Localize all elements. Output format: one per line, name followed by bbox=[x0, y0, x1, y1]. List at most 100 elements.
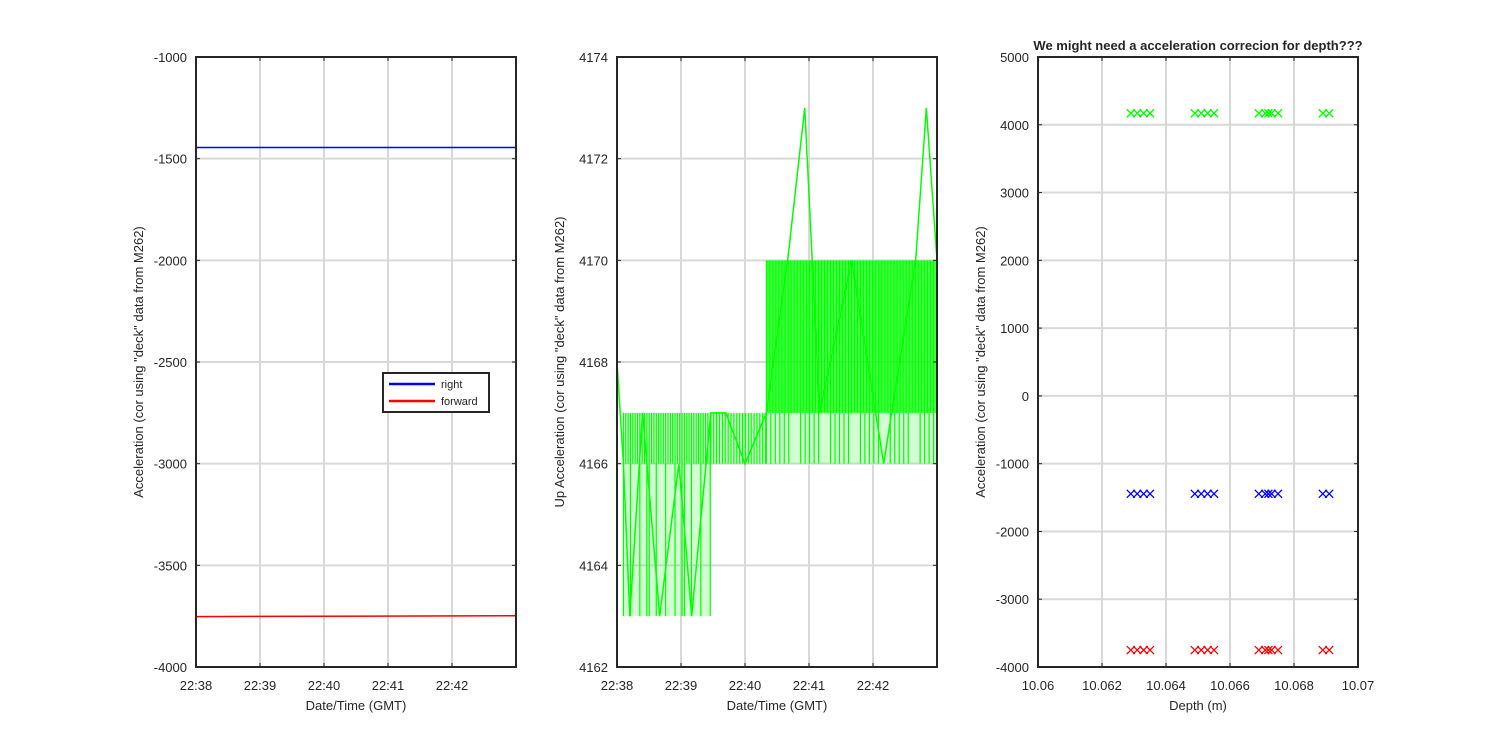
y-tick-label: 1000 bbox=[1000, 321, 1029, 336]
x-tick-label: 10.068 bbox=[1274, 678, 1314, 693]
left-subplot: 22:38 22:39 22:40 22:41 22:42 -1000 -1500 -2000… bbox=[131, 50, 517, 713]
scatter-point bbox=[1263, 108, 1273, 118]
y-axis-label: Acceleration (cor using "deck" data from… bbox=[131, 226, 146, 498]
series-line-forward bbox=[195, 615, 517, 618]
scatter-point bbox=[1324, 108, 1334, 118]
x-tick-label: 10.064 bbox=[1146, 678, 1186, 693]
x-tick-label: 10.066 bbox=[1210, 678, 1250, 693]
x-axis-label: Date/Time (GMT) bbox=[306, 698, 407, 713]
scatter-point bbox=[1267, 489, 1277, 499]
scatter-point bbox=[1209, 108, 1219, 118]
scatter-point bbox=[1324, 645, 1334, 655]
x-tick-label: 22:42 bbox=[436, 678, 469, 693]
scatter-point bbox=[1190, 645, 1200, 655]
up-acceleration-line bbox=[616, 107, 938, 617]
y-tick-label: -1000 bbox=[996, 457, 1029, 472]
scatter-point bbox=[1139, 108, 1149, 118]
legend-label: forward bbox=[441, 396, 478, 408]
scatter-point bbox=[1145, 108, 1155, 118]
right-subplot: 10.06 10.062 10.064 10.066 10.068 10.07 5000 40… bbox=[973, 38, 1374, 713]
legend-box bbox=[382, 372, 490, 413]
scatter-point bbox=[1190, 108, 1200, 118]
y-tick-label: -4000 bbox=[996, 660, 1029, 675]
scatter-point bbox=[1273, 108, 1283, 118]
scatter-point bbox=[1126, 645, 1136, 655]
scatter-point bbox=[1254, 645, 1264, 655]
x-tick-label: 22:41 bbox=[372, 678, 405, 693]
scatter-point bbox=[1318, 489, 1328, 499]
x-tick-label: 22:39 bbox=[665, 678, 698, 693]
y-tick-label: -2000 bbox=[996, 524, 1029, 539]
y-tick-label: 5000 bbox=[1000, 50, 1029, 65]
scatter-point bbox=[1126, 489, 1136, 499]
y-tick-label: -1000 bbox=[154, 50, 187, 65]
y-tick-label: 4170 bbox=[579, 253, 608, 268]
scatter-point bbox=[1318, 645, 1328, 655]
axes-box bbox=[1037, 56, 1359, 668]
scatter-point bbox=[1273, 645, 1283, 655]
scatter-point bbox=[1260, 645, 1270, 655]
y-tick-label: -2000 bbox=[154, 253, 187, 268]
x-tick-label: 22:40 bbox=[729, 678, 762, 693]
scatter-point bbox=[1324, 489, 1334, 499]
scatter-point bbox=[1263, 645, 1273, 655]
y-tick-label: -3000 bbox=[996, 592, 1029, 607]
middle-subplot: 22:38 22:39 22:40 22:41 22:42 4174 4172 4170 416… bbox=[552, 50, 938, 713]
y-tick-label: -2500 bbox=[154, 355, 187, 370]
y-tick-label: -3000 bbox=[154, 457, 187, 472]
scatter-point bbox=[1203, 489, 1213, 499]
x-axis-label: Date/Time (GMT) bbox=[727, 698, 828, 713]
x-axis-label: Depth (m) bbox=[1169, 698, 1227, 713]
scatter-point bbox=[1190, 489, 1200, 499]
scatter-point bbox=[1132, 645, 1142, 655]
y-tick-label: 4172 bbox=[579, 152, 608, 167]
y-tick-label: -4000 bbox=[154, 660, 187, 675]
scatter-point bbox=[1318, 108, 1328, 118]
y-axis-label: Acceleration (cor using "deck" data from… bbox=[973, 226, 988, 498]
y-tick-label: 4174 bbox=[579, 50, 608, 65]
y-tick-label: 4162 bbox=[579, 660, 608, 675]
x-tick-label: 10.07 bbox=[1342, 678, 1375, 693]
y-tick-label: 4164 bbox=[579, 558, 608, 573]
x-tick-label: 22:40 bbox=[308, 678, 341, 693]
x-tick-label: 22:42 bbox=[857, 678, 890, 693]
scatter-point bbox=[1196, 108, 1206, 118]
scatter-point bbox=[1132, 108, 1142, 118]
scatter-point bbox=[1145, 645, 1155, 655]
x-tick-label: 10.06 bbox=[1022, 678, 1055, 693]
scatter-point bbox=[1209, 489, 1219, 499]
scatter-point bbox=[1139, 489, 1149, 499]
x-tick-label: 22:39 bbox=[244, 678, 277, 693]
scatter-point bbox=[1203, 108, 1213, 118]
scatter-point bbox=[1132, 489, 1142, 499]
legend-label: right bbox=[441, 379, 462, 391]
x-tick-label: 22:38 bbox=[601, 678, 634, 693]
y-tick-label: -1500 bbox=[154, 152, 187, 167]
scatter-point bbox=[1267, 645, 1277, 655]
y-axis-label: Up Acceleration (cor using "deck" data f… bbox=[552, 216, 567, 507]
scatter-point bbox=[1267, 108, 1277, 118]
x-tick-label: 22:41 bbox=[793, 678, 826, 693]
y-tick-label: 2000 bbox=[1000, 253, 1029, 268]
scatter-point bbox=[1126, 108, 1136, 118]
scatter-point bbox=[1273, 489, 1283, 499]
scatter-point bbox=[1260, 489, 1270, 499]
scatter-point bbox=[1263, 489, 1273, 499]
y-tick-label: 4166 bbox=[579, 457, 608, 472]
scatter-point bbox=[1203, 645, 1213, 655]
scatter-point bbox=[1254, 489, 1264, 499]
scatter-point bbox=[1209, 645, 1219, 655]
y-tick-label: 4168 bbox=[579, 355, 608, 370]
y-tick-label: 4000 bbox=[1000, 118, 1029, 133]
scatter-point bbox=[1139, 645, 1149, 655]
y-tick-label: 3000 bbox=[1000, 186, 1029, 201]
y-tick-label: 0 bbox=[1022, 389, 1029, 404]
x-tick-label: 10.062 bbox=[1082, 678, 1122, 693]
x-tick-label: 22:38 bbox=[180, 678, 213, 693]
chart-title: We might need a acceleration correcion f… bbox=[1033, 38, 1362, 53]
scatter-point bbox=[1145, 489, 1155, 499]
y-tick-label: -3500 bbox=[154, 558, 187, 573]
scatter-point bbox=[1260, 108, 1270, 118]
scatter-point bbox=[1196, 489, 1206, 499]
